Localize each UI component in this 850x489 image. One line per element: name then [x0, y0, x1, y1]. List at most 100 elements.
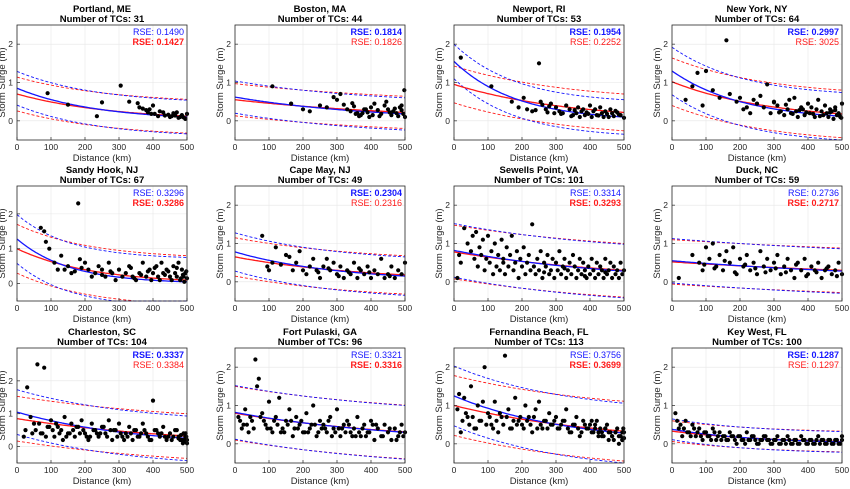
data-point [800, 107, 806, 112]
y-axis-label: Storm Surge (m) [215, 370, 226, 440]
data-point [71, 428, 76, 433]
data-point [547, 411, 552, 416]
data-point [799, 268, 804, 273]
data-point [499, 414, 504, 420]
data-point [559, 422, 564, 427]
data-point [278, 430, 283, 435]
data-point [504, 245, 509, 250]
data-point [553, 105, 559, 110]
subplot-subtitle: Number of TCs: 64 [715, 14, 800, 25]
data-point [547, 272, 552, 277]
x-tick-label: 400 [583, 465, 597, 475]
data-point [96, 434, 101, 439]
data-point [542, 260, 547, 265]
x-tick-label: 300 [767, 465, 781, 475]
x-tick-label: 0 [670, 142, 675, 152]
data-point [385, 430, 391, 435]
data-point [137, 105, 142, 110]
data-point [787, 97, 792, 102]
data-point [173, 428, 178, 433]
data-point [673, 411, 678, 416]
x-tick-label: 500 [835, 465, 849, 475]
data-point [150, 398, 156, 403]
subplot-4: 0 100 200 300 400 500 0 1 2 Distance (km) Storm Su… [652, 4, 849, 164]
data-point [174, 110, 179, 115]
data-point [744, 430, 749, 435]
data-point [489, 84, 494, 89]
data-point [127, 424, 132, 429]
data-point [693, 434, 698, 439]
data-point [754, 101, 760, 106]
data-point [489, 249, 494, 254]
data-point [775, 434, 780, 439]
subplot-title: Sandy Hook, NJ [66, 165, 138, 176]
data-point [270, 260, 275, 265]
data-point [311, 256, 316, 261]
data-point [491, 272, 496, 277]
data-point [144, 274, 149, 279]
x-tick-label: 400 [146, 303, 160, 313]
data-point [334, 97, 340, 102]
data-point [545, 252, 550, 258]
y-axis-label: Storm Surge (m) [215, 208, 226, 278]
data-point [618, 260, 623, 265]
data-point [116, 421, 122, 426]
data-point [601, 275, 606, 281]
data-point [248, 414, 253, 420]
data-point [341, 102, 346, 107]
data-point [374, 422, 379, 427]
subplot-10: 0 100 200 300 400 500 0 1 2 Distance (km) Storm Su… [215, 327, 412, 487]
data-point [506, 407, 511, 412]
data-point [579, 430, 584, 435]
data-point [831, 116, 836, 121]
data-point [526, 414, 531, 420]
data-point [562, 256, 567, 261]
data-point [392, 106, 397, 111]
data-point [501, 256, 506, 261]
data-point [485, 233, 491, 238]
x-tick-label: 400 [801, 303, 815, 313]
data-point [773, 266, 778, 271]
data-point [572, 422, 577, 427]
data-point [700, 103, 705, 108]
data-point [152, 111, 157, 116]
data-point [726, 437, 731, 443]
data-point [562, 418, 567, 423]
x-tick-label: 300 [112, 142, 126, 152]
data-point [181, 439, 186, 444]
data-point [487, 260, 492, 265]
data-point [582, 268, 588, 273]
data-point [690, 252, 695, 258]
blue-upper-bound-line [671, 418, 843, 433]
data-point [599, 268, 605, 273]
y-tick-label: 0 [226, 439, 231, 449]
data-point [705, 434, 710, 439]
data-point [387, 274, 392, 279]
data-point [528, 422, 533, 427]
data-point [778, 272, 783, 277]
data-point [734, 99, 739, 104]
data-point [533, 272, 538, 277]
y-axis-label: Storm Surge (m) [652, 47, 663, 117]
data-point [455, 407, 460, 412]
data-point [142, 428, 147, 433]
data-point [743, 441, 748, 446]
data-point [492, 399, 497, 404]
data-point [367, 270, 372, 275]
data-point [698, 434, 704, 439]
data-point [581, 260, 586, 265]
data-point [273, 414, 278, 420]
data-point [526, 252, 531, 258]
data-point [548, 422, 554, 427]
x-tick-label: 0 [233, 142, 238, 152]
data-point [261, 418, 266, 423]
data-point [392, 426, 397, 431]
data-point [790, 441, 795, 446]
x-tick-label: 300 [330, 142, 344, 152]
data-point [123, 431, 128, 436]
data-point [555, 268, 560, 273]
subplot-2: 0 100 200 300 400 500 0 1 2 Distance (km) Storm Su… [215, 4, 412, 164]
data-point [836, 260, 841, 265]
data-point [737, 256, 743, 261]
data-point [338, 434, 343, 439]
